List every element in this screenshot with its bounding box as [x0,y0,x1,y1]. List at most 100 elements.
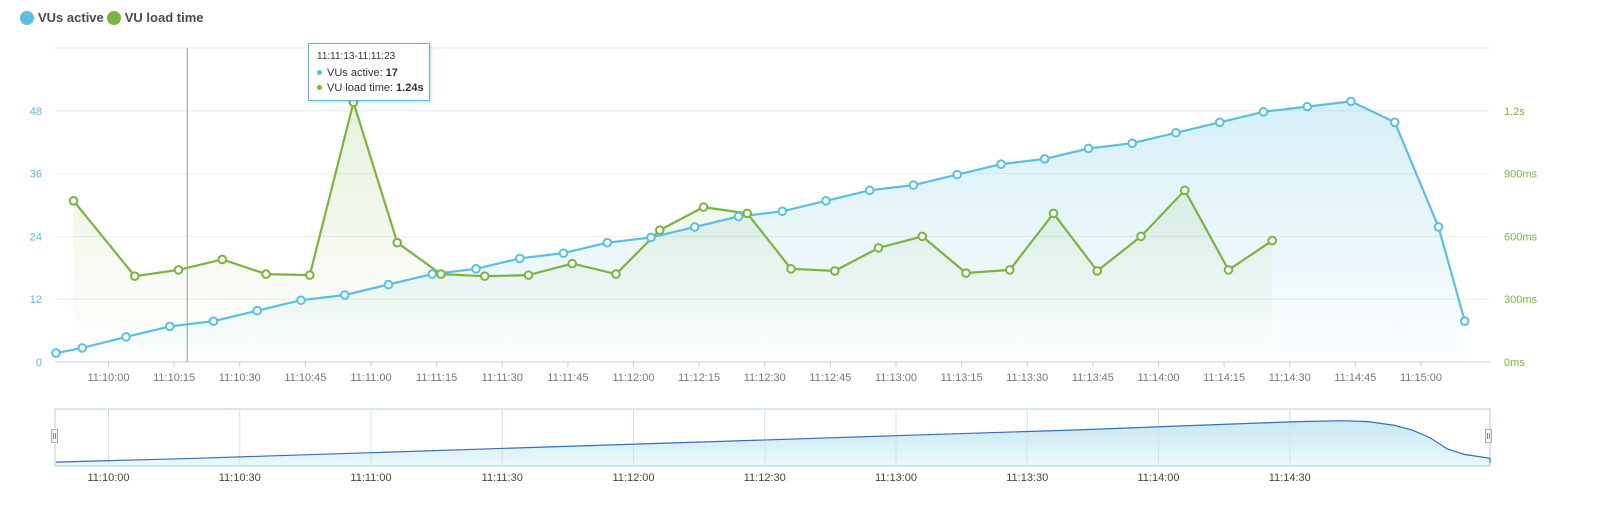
data-point-load[interactable] [479,271,490,281]
y-right-tick-label: 300ms [1504,294,1538,306]
navigator-tick-label: 11:10:30 [219,472,261,484]
data-point-vus[interactable] [1083,143,1094,154]
x-tick-label: 11:11:30 [482,372,523,384]
y-right-tick-label: 900ms [1504,169,1538,181]
tooltip-title: 11:11:13-11:11:23 [317,51,396,62]
data-point-vus[interactable] [51,348,61,358]
line-layer [55,100,1466,355]
x-tick-label: 11:10:45 [284,372,326,384]
data-point-load[interactable] [1004,265,1015,275]
data-point-load[interactable] [786,264,796,274]
data-point-vus[interactable] [1389,117,1400,128]
navigator-right-handle[interactable] [1485,429,1492,443]
x-tick-label: 11:12:45 [809,372,851,384]
data-point-vus[interactable] [996,159,1006,169]
data-point-vus[interactable] [1302,101,1313,112]
tooltip-row-vus: VUs active: 17 [317,65,429,80]
data-point-vus[interactable] [1039,154,1050,164]
x-tick-label: 11:11:45 [547,372,588,384]
data-point-vus[interactable] [1171,127,1181,138]
data-point-vus[interactable] [689,222,700,232]
data-point-load[interactable] [261,269,271,279]
axis-layer: 0 12 24 36 48 0ms 300ms 600ms 900ms 1.2s 11:10:00 1… [30,106,1538,384]
data-point-vus[interactable] [821,196,831,206]
data-point-vus[interactable] [1433,222,1444,232]
x-tick-label: 11:10:15 [153,372,195,384]
series-line-vus [55,100,1466,355]
data-point-vus[interactable] [558,248,569,258]
y-left-tick-label: 36 [30,169,42,181]
data-point-load[interactable] [829,266,840,276]
data-point-vus[interactable] [733,211,744,222]
navigator-left-handle[interactable] [51,429,58,443]
data-point-vus[interactable] [602,237,613,248]
navigator-tick-label: 11:13:30 [1006,472,1048,484]
data-point-load[interactable] [917,231,928,242]
navigator-tick-label: 11:12:00 [612,472,654,484]
x-tick-label: 11:13:45 [1072,372,1114,384]
data-point-vus[interactable] [908,180,919,190]
data-point-load[interactable] [742,208,753,219]
data-point-load[interactable] [1136,231,1146,242]
tooltip-dot-vus [317,70,322,75]
y-right-tick-label: 0ms [1504,357,1525,369]
data-point-load[interactable] [392,237,403,248]
data-point-load[interactable] [304,270,315,280]
data-point-vus[interactable] [952,169,963,180]
data-point-vus[interactable] [1346,96,1356,107]
x-tick-label: 11:11:00 [350,372,391,384]
data-point-load[interactable] [1267,235,1278,246]
data-point-vus[interactable] [208,316,219,326]
data-point-vus[interactable] [777,206,788,217]
chart-legend: VUs active VU load time [20,10,207,25]
y-left-tick-label: 0 [36,357,42,369]
data-point-load[interactable] [436,269,446,279]
data-point-vus[interactable] [1127,138,1138,149]
x-tick-label: 11:15:00 [1400,372,1442,384]
data-point-vus[interactable] [121,332,131,342]
data-point-vus[interactable] [339,290,350,300]
data-point-vus[interactable] [1459,316,1470,326]
data-point-load[interactable] [611,269,621,279]
x-tick-label: 11:10:00 [87,372,129,384]
data-point-load[interactable] [1092,266,1103,276]
data-point-load[interactable] [1048,208,1059,219]
y-right-tick-label: 1.2s [1504,106,1525,118]
navigator[interactable]: 11:10:00 11:10:30 11:11:00 11:11:30 11:12:00… [54,408,1491,484]
data-point-load[interactable] [567,258,578,269]
tooltip-row-load: VU load time: 1.24s [317,80,429,95]
x-tick-label: 11:13:30 [1006,372,1048,384]
data-point-vus[interactable] [427,269,438,279]
data-point-vus[interactable] [77,343,88,353]
data-point-load[interactable] [1179,185,1190,196]
y-left-tick-label: 48 [30,106,42,118]
data-point-vus[interactable] [252,305,263,316]
data-point-load[interactable] [961,268,971,278]
data-point-vus[interactable] [471,264,481,274]
x-tick-label: 11:14:00 [1137,372,1179,384]
series-line-load [72,101,1273,278]
data-point-load[interactable] [873,243,884,253]
legend-item-vu-load-time[interactable]: VU load time [106,10,204,25]
data-point-vus[interactable] [864,185,875,196]
data-point-vus[interactable] [1258,107,1269,117]
data-point-load[interactable] [698,202,709,212]
tooltip-label-load: VU load time: [327,81,394,94]
data-point-vus[interactable] [296,295,306,306]
legend-item-vus-active[interactable]: VUs active [20,10,104,25]
data-point-load[interactable] [68,196,79,206]
data-point-load[interactable] [654,225,665,235]
data-point-load[interactable] [173,265,184,275]
data-point-vus[interactable] [383,279,394,290]
data-point-load[interactable] [1223,265,1234,275]
data-point-load[interactable] [217,254,228,265]
x-tick-label: 11:11:15 [416,372,457,384]
data-point-load[interactable] [129,271,140,281]
point-layer[interactable] [51,96,1470,358]
data-point-vus[interactable] [1214,117,1225,128]
data-point-vus[interactable] [646,232,656,243]
data-point-vus[interactable] [514,253,525,264]
data-point-load[interactable] [523,270,534,280]
data-point-vus[interactable] [164,321,175,332]
